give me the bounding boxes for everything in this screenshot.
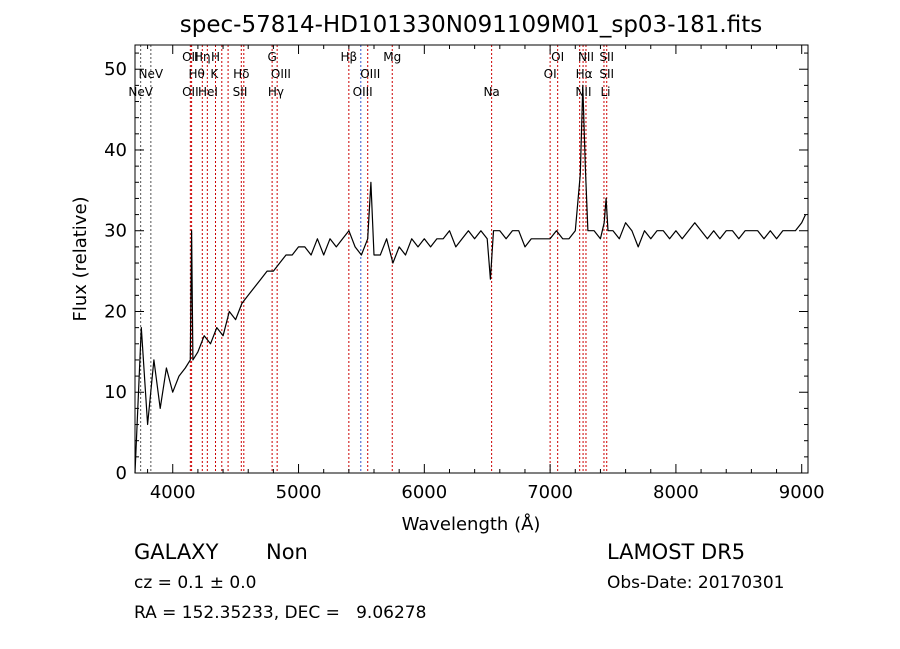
x-axis-label: Wavelength (Å) [402, 513, 541, 535]
x-tick-label: 9000 [779, 482, 825, 503]
line-label: OI [551, 50, 564, 64]
spectrum-series [134, 84, 807, 474]
line-label: OI [544, 67, 557, 81]
line-markers [140, 45, 608, 473]
line-label: K [210, 67, 219, 81]
line-label: Hγ [268, 85, 284, 99]
line-label: H [211, 50, 220, 64]
line-label: OII [182, 50, 199, 64]
x-tick-label: 6000 [401, 482, 447, 503]
x-tick-label: 8000 [653, 482, 699, 503]
line-label: OII [182, 85, 199, 99]
line-label: SII [233, 85, 248, 99]
object-subclass: Non [266, 540, 308, 564]
x-tick-label: 7000 [527, 482, 573, 503]
y-tick-label: 0 [116, 463, 127, 484]
obs-date: Obs-Date: 20170301 [607, 573, 785, 593]
line-label: OIII [353, 85, 373, 99]
line-label: Na [483, 85, 499, 99]
line-label: OIII [360, 67, 380, 81]
line-label: Hβ [341, 50, 358, 64]
x-axis: 4000 5000 6000 7000 8000 9000 [147, 45, 825, 503]
line-label: G [267, 50, 276, 64]
line-label: HeI [198, 85, 218, 99]
survey-name: LAMOST DR5 [607, 540, 746, 564]
line-label: SII [599, 50, 614, 64]
spectrum-line [134, 84, 807, 474]
line-label: NeV [128, 85, 153, 99]
line-label: SII [599, 67, 614, 81]
y-tick-label: 40 [104, 140, 127, 161]
object-class: GALAXY [134, 540, 219, 564]
line-label: Hη [194, 50, 211, 64]
line-label: Hα [576, 67, 593, 81]
y-axis-label: Flux (relative) [70, 196, 91, 321]
x-tick-label: 4000 [150, 482, 196, 503]
line-label: NII [578, 50, 594, 64]
plot-frame [134, 44, 809, 474]
line-label: Hδ [233, 67, 249, 81]
line-label: Hθ [188, 67, 204, 81]
y-tick-label: 30 [104, 221, 127, 242]
redshift-cz: cz = 0.1 ± 0.0 [134, 573, 257, 593]
line-label: Li [600, 85, 610, 99]
y-axis: 0 10 20 30 40 50 [104, 52, 808, 484]
chart-title: spec-57814-HD101330N091109M01_sp03-181.f… [180, 12, 762, 38]
coordinates: RA = 152.35233, DEC = 9.06278 [134, 603, 427, 623]
line-label: Mg [383, 50, 401, 64]
x-tick-label: 5000 [276, 482, 322, 503]
y-tick-label: 50 [104, 59, 127, 80]
y-tick-label: 20 [104, 301, 127, 322]
line-label: OIII [271, 67, 291, 81]
y-tick-label: 10 [104, 382, 127, 403]
line-label: NeV [139, 67, 164, 81]
